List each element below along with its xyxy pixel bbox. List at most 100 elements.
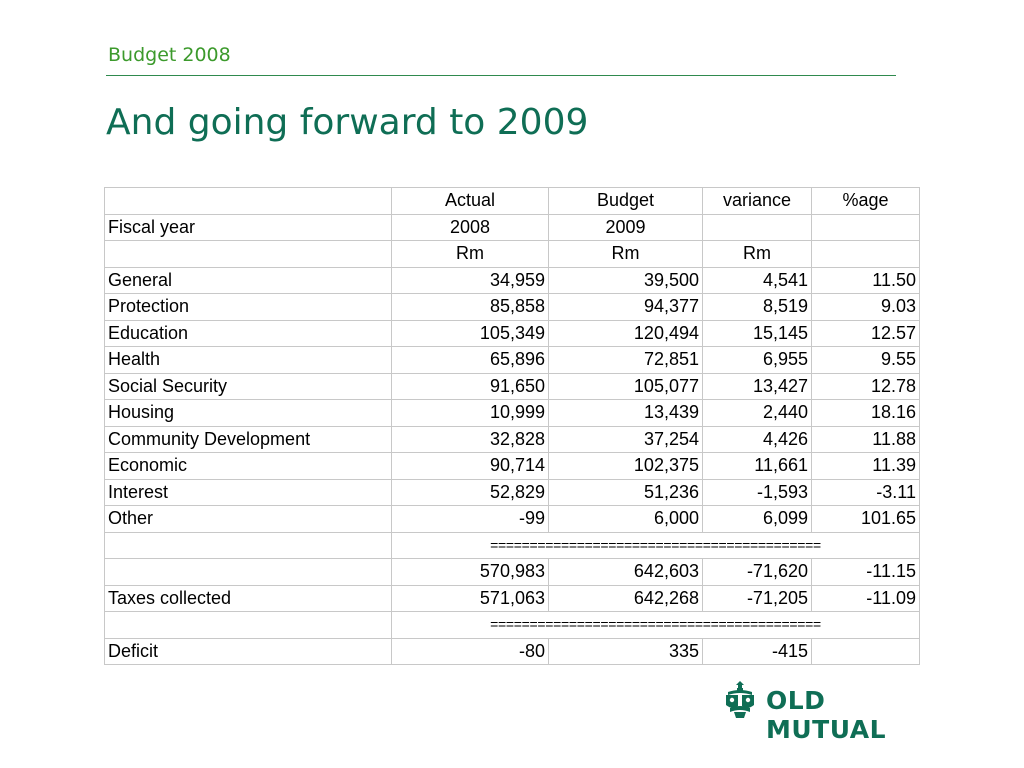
taxes-row: Taxes collected 571,063 642,268 -71,205 …: [104, 584, 920, 612]
table-row: General 34,959 39,500 4,541 11.50: [104, 266, 920, 294]
header-cell: 2008: [391, 213, 549, 241]
table-cell: 9.03: [811, 293, 920, 321]
row-label: Community Development: [104, 425, 392, 453]
table-row: Housing 10,999 13,439 2,440 18.16: [104, 399, 920, 427]
column-header-budget: Budget: [548, 187, 703, 215]
table-cell: 642,268: [548, 584, 703, 612]
old-mutual-emblem-icon: [726, 681, 754, 718]
row-label: Protection: [104, 293, 392, 321]
table-cell: 11.50: [811, 266, 920, 294]
table-cell: 102,375: [548, 452, 703, 480]
column-header-variance: variance: [702, 187, 812, 215]
table-cell: 9.55: [811, 346, 920, 374]
table-cell: 39,500: [548, 266, 703, 294]
table-cell: 65,896: [391, 346, 549, 374]
table-cell: 12.78: [811, 372, 920, 400]
table-row: Protection 85,858 94,377 8,519 9.03: [104, 293, 920, 321]
table-cell: 12.57: [811, 319, 920, 347]
table-cell: 37,254: [548, 425, 703, 453]
table-cell: 10,999: [391, 399, 549, 427]
table-cell: 8,519: [702, 293, 812, 321]
header-row-fiscal-year: Fiscal year 2008 2009: [104, 213, 920, 241]
table-cell: -71,620: [702, 558, 812, 586]
row-label: Health: [104, 346, 392, 374]
row-label: Housing: [104, 399, 392, 427]
old-mutual-logo: OLD MUTUAL: [722, 680, 927, 744]
deficit-row: Deficit -80 335 -415: [104, 637, 920, 665]
row-label: Economic: [104, 452, 392, 480]
column-header-actual: Actual: [391, 187, 549, 215]
table-cell: -3.11: [811, 478, 920, 506]
table-cell: -80: [391, 637, 549, 665]
row-label: Social Security: [104, 372, 392, 400]
table-cell: 4,426: [702, 425, 812, 453]
table-cell: 335: [548, 637, 703, 665]
header-cell: [104, 240, 392, 268]
table-cell: -415: [702, 637, 812, 665]
header-divider: [106, 75, 896, 76]
table-cell: 11.88: [811, 425, 920, 453]
table-cell: [811, 637, 920, 665]
table-cell: -11.15: [811, 558, 920, 586]
table-cell: -71,205: [702, 584, 812, 612]
table-cell: 6,955: [702, 346, 812, 374]
table-cell: 570,983: [391, 558, 549, 586]
table-row: Economic 90,714 102,375 11,661 11.39: [104, 452, 920, 480]
row-label: Deficit: [104, 637, 392, 665]
table-cell: 642,603: [548, 558, 703, 586]
unit-cell: Rm: [548, 240, 703, 268]
table-cell: 18.16: [811, 399, 920, 427]
table-cell: 85,858: [391, 293, 549, 321]
table-row: Community Development 32,828 37,254 4,42…: [104, 425, 920, 453]
row-label: Other: [104, 505, 392, 533]
table-cell: -99: [391, 505, 549, 533]
table-cell: 11.39: [811, 452, 920, 480]
table-cell: 15,145: [702, 319, 812, 347]
row-label: Taxes collected: [104, 584, 392, 612]
table-cell: 72,851: [548, 346, 703, 374]
unit-cell: Rm: [391, 240, 549, 268]
table-cell: -1,593: [702, 478, 812, 506]
unit-cell: [811, 240, 920, 268]
unit-cell: Rm: [702, 240, 812, 268]
section-label: Budget 2008: [108, 44, 231, 66]
table-cell: 90,714: [391, 452, 549, 480]
header-cell: [811, 213, 920, 241]
row-label: Fiscal year: [104, 213, 392, 241]
table-cell: 51,236: [548, 478, 703, 506]
table-cell: 34,959: [391, 266, 549, 294]
table-row: Other -99 6,000 6,099 101.65: [104, 505, 920, 533]
header-cell: [104, 187, 392, 215]
old-mutual-wordmark: OLD MUTUAL: [766, 686, 887, 744]
table-cell: 2,440: [702, 399, 812, 427]
separator-line: ========================================…: [391, 531, 920, 559]
slide-title: And going forward to 2009: [106, 102, 589, 143]
table-row: Interest 52,829 51,236 -1,593 -3.11: [104, 478, 920, 506]
row-label: Education: [104, 319, 392, 347]
table-cell: 4,541: [702, 266, 812, 294]
header-row-units: Rm Rm Rm: [104, 240, 920, 268]
table-cell: 6,099: [702, 505, 812, 533]
table-cell: 101.65: [811, 505, 920, 533]
table-cell: 120,494: [548, 319, 703, 347]
table-cell: 32,828: [391, 425, 549, 453]
header-cell: [702, 213, 812, 241]
table-row: Social Security 91,650 105,077 13,427 12…: [104, 372, 920, 400]
table-cell: 105,077: [548, 372, 703, 400]
table-cell: 571,063: [391, 584, 549, 612]
separator-row: ========================================…: [104, 531, 920, 559]
table-cell: 11,661: [702, 452, 812, 480]
header-cell: 2009: [548, 213, 703, 241]
table-cell: -11.09: [811, 584, 920, 612]
table-row: Education 105,349 120,494 15,145 12.57: [104, 319, 920, 347]
table-row: Health 65,896 72,851 6,955 9.55: [104, 346, 920, 374]
row-label: [104, 558, 392, 586]
separator-line: ========================================…: [391, 611, 920, 639]
row-label: Interest: [104, 478, 392, 506]
budget-table: Actual Budget variance %age Fiscal year …: [104, 187, 920, 665]
table-cell: 105,349: [391, 319, 549, 347]
table-cell: 52,829: [391, 478, 549, 506]
table-cell: 91,650: [391, 372, 549, 400]
empty-cell: [104, 531, 392, 559]
table-cell: 13,439: [548, 399, 703, 427]
